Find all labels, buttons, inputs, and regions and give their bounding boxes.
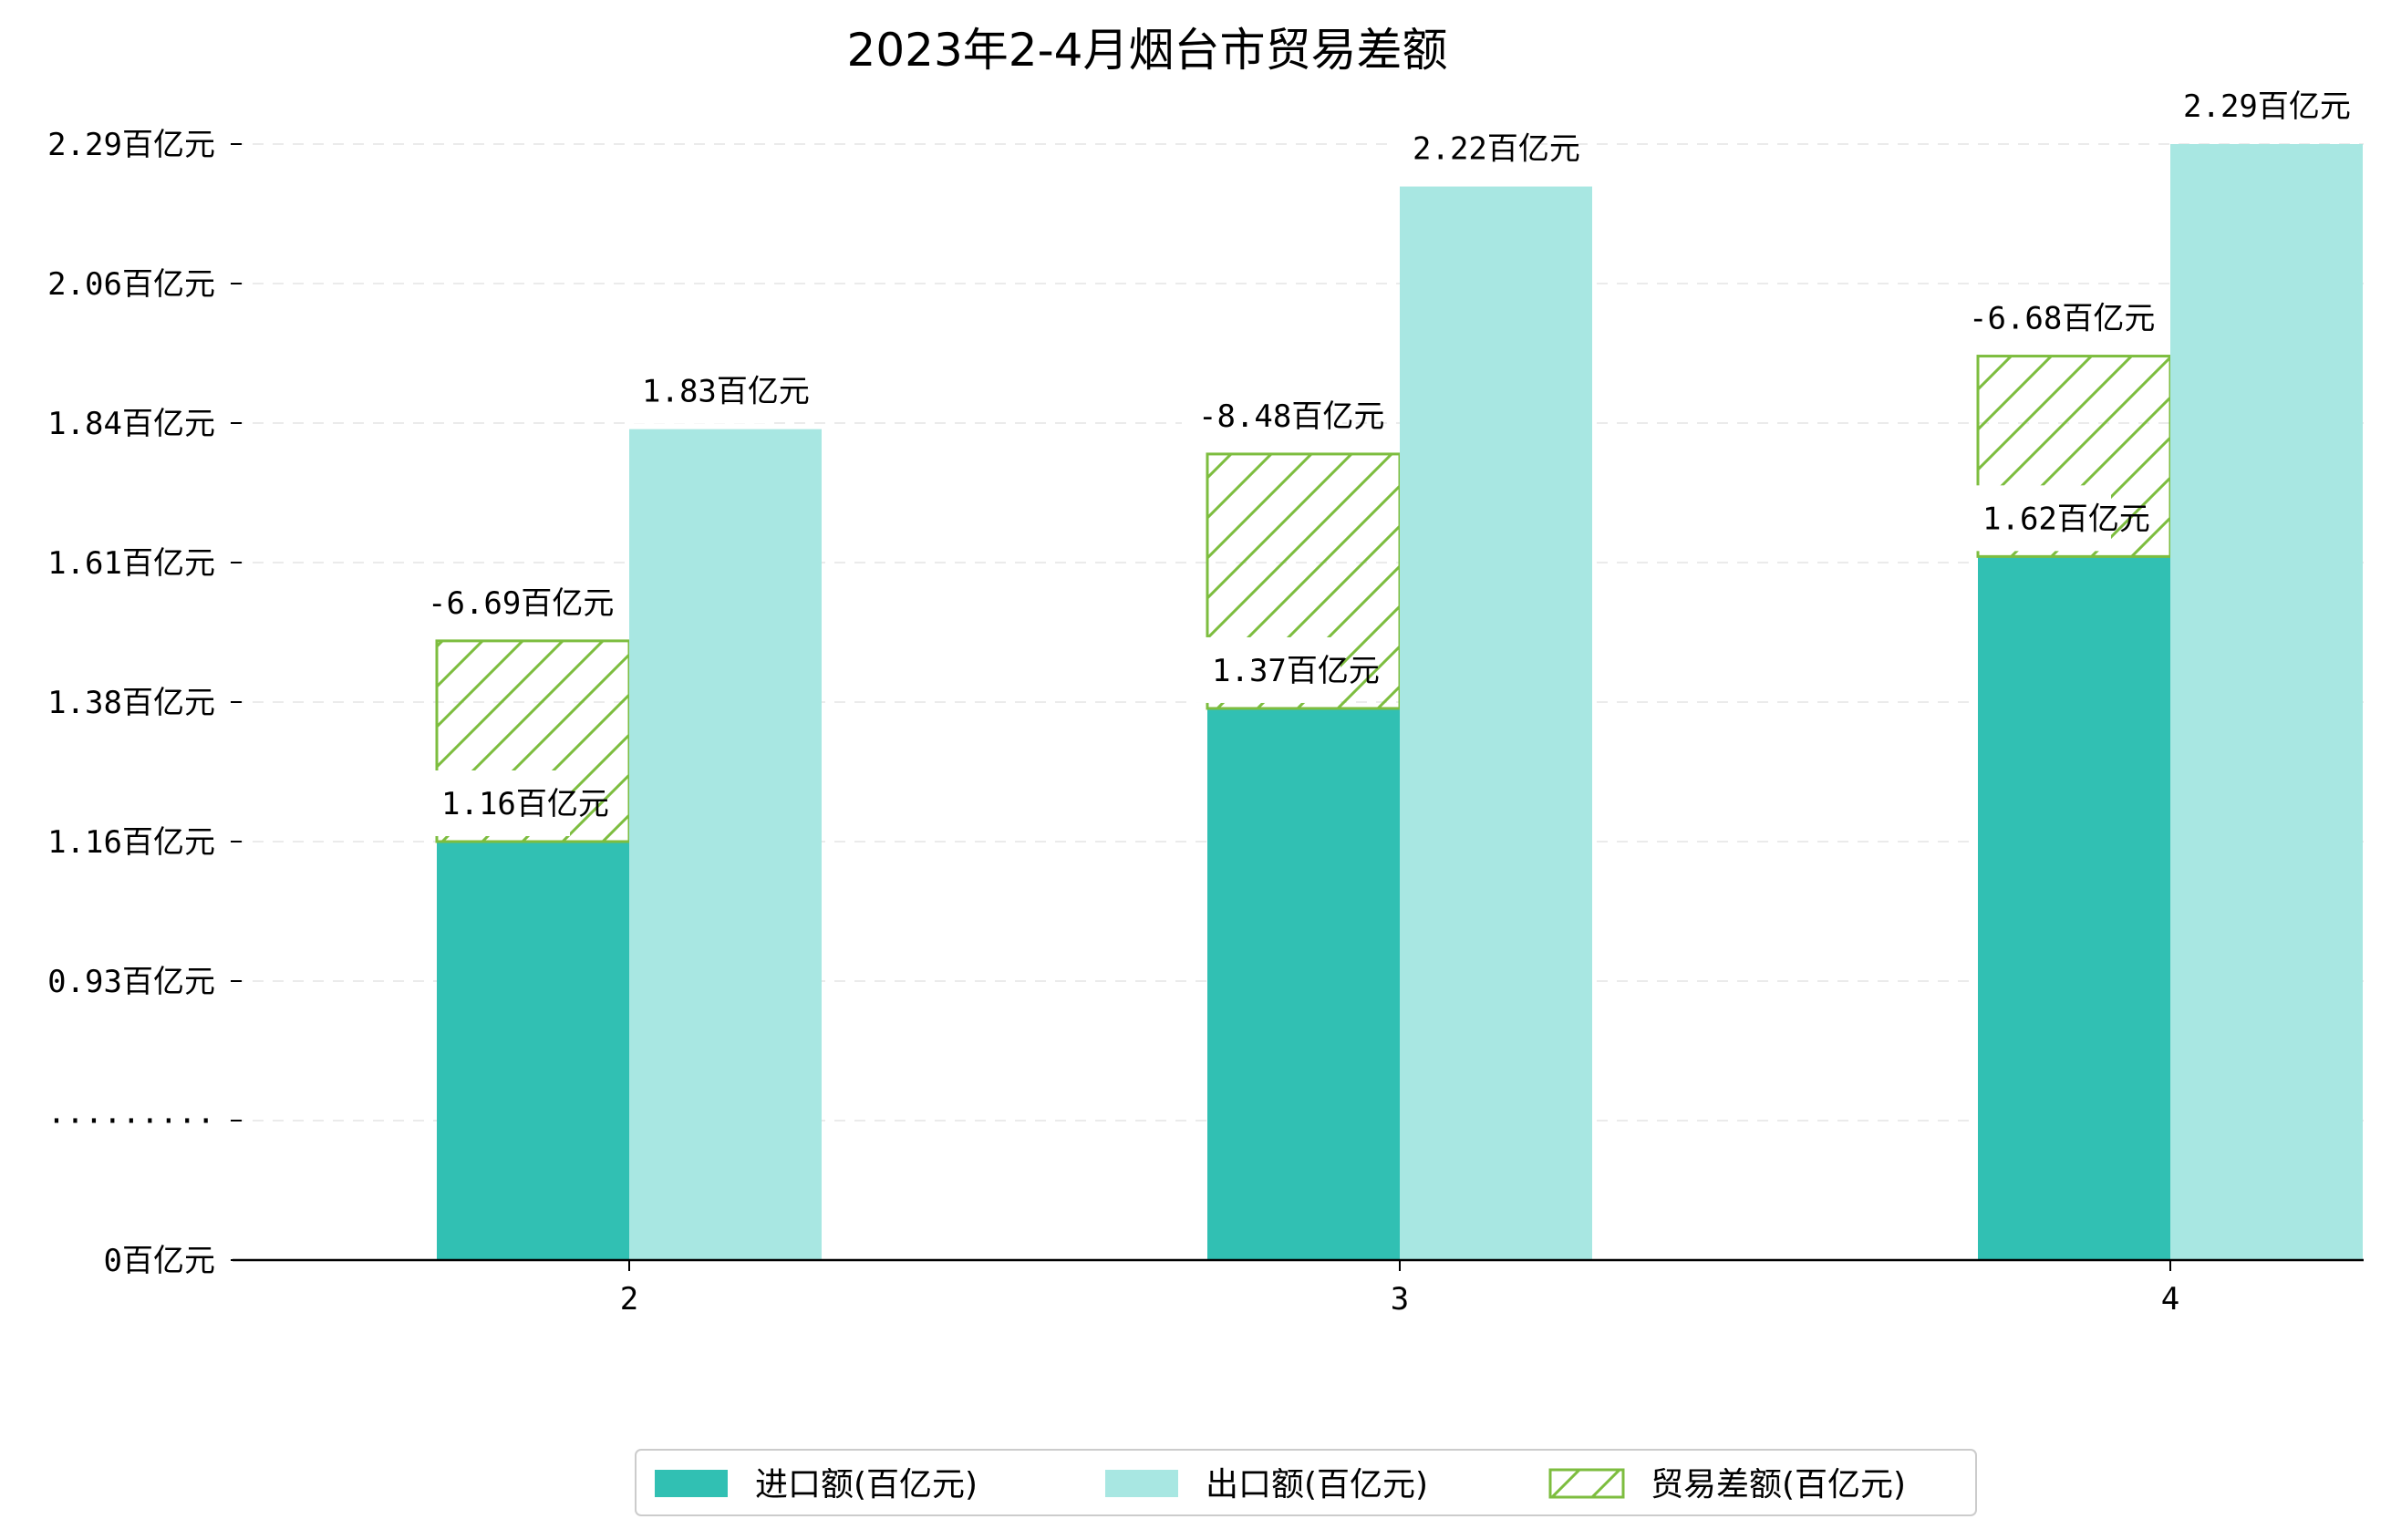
x-tick-label: 3 — [1391, 1281, 1409, 1318]
legend-import-swatch — [655, 1470, 728, 1497]
legend-balance-swatch — [1548, 1468, 1625, 1499]
y-tick-label: 2.06百亿元 — [47, 266, 215, 303]
x-tick-label: 4 — [2161, 1281, 2179, 1318]
y-tick-label: 1.84百亿元 — [47, 406, 215, 442]
y-tick-label: 1.16百亿元 — [47, 824, 215, 861]
y-tick-label: 2.29百亿元 — [47, 127, 215, 163]
import-data-label: 1.37百亿元 — [1212, 653, 1380, 689]
balance-data-label: -6.68百亿元 — [1969, 301, 2155, 337]
export-bar — [2170, 144, 2363, 1260]
import-data-label: 1.16百亿元 — [441, 786, 609, 822]
legend: 进口额(百亿元) 出口额(百亿元) 贸易差额(百亿元) — [635, 1449, 1977, 1516]
balance-data-label: -6.69百亿元 — [428, 585, 614, 622]
export-data-label-box — [2167, 73, 2312, 139]
axes-layer: 0百亿元 ········· 0.93百亿元 1.16百亿元 1.38百亿元 1.61百亿… — [47, 127, 2364, 1318]
legend-export-label: 出口额(百亿元) — [1206, 1466, 1428, 1504]
legend-export-swatch — [1105, 1470, 1178, 1497]
export-data-label-box — [1396, 115, 1541, 181]
legend-import-label: 进口额(百亿元) — [755, 1466, 978, 1504]
balance-data-label-box — [411, 569, 572, 636]
import-data-label: 1.62百亿元 — [1982, 501, 2150, 537]
balance-data-label-box — [1182, 382, 1342, 449]
export-bar — [1400, 186, 1592, 1261]
export-bar — [629, 429, 822, 1260]
legend-balance-label: 贸易差额(百亿元) — [1651, 1466, 1906, 1504]
export-data-label: 2.29百亿元 — [2183, 88, 2351, 125]
import-data-label-box — [425, 770, 570, 836]
export-data-label: 2.22百亿元 — [1413, 131, 1580, 168]
import-data-label-box — [1966, 485, 2111, 552]
balance-data-label-box — [1952, 284, 2113, 351]
balance-data-label: -8.48百亿元 — [1198, 398, 1384, 435]
y-tick-label: 1.38百亿元 — [47, 685, 215, 721]
export-data-label-box — [626, 357, 771, 424]
import-bar — [1207, 708, 1400, 1260]
x-tick-label: 2 — [620, 1281, 638, 1318]
y-tick-label: ········· — [47, 1103, 215, 1140]
labels-layer: 1.16百亿元 -6.69百亿元 1.83百亿元 1.37百亿元 -8.48百亿元 2.2… — [411, 73, 2351, 836]
import-data-label-box — [1196, 636, 1340, 703]
chart-title: 2023年2-4月烟台市贸易差额 — [847, 24, 1448, 77]
y-tick-label: 0百亿元 — [104, 1243, 215, 1279]
y-tick-label: 1.61百亿元 — [47, 545, 215, 582]
export-data-label: 1.83百亿元 — [642, 374, 810, 410]
import-bar — [1978, 556, 2170, 1260]
legend-frame — [635, 1449, 1977, 1516]
y-tick-label: 0.93百亿元 — [47, 964, 215, 1000]
bars-layer — [435, 144, 2363, 1261]
import-bar — [437, 842, 629, 1260]
